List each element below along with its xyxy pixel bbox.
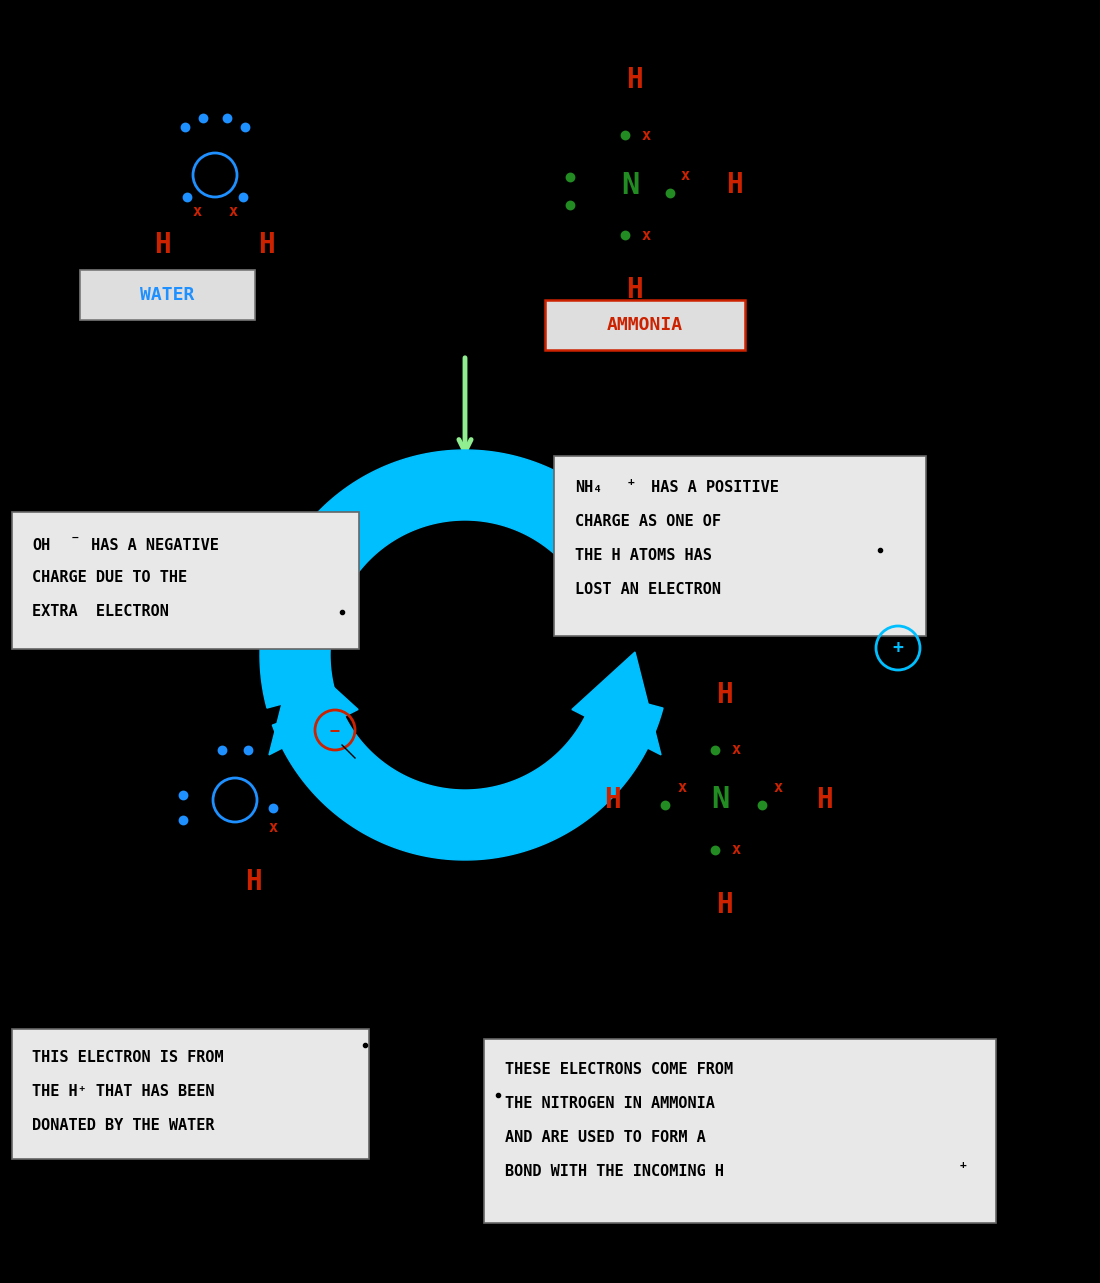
Text: EXTRA  ELECTRON: EXTRA ELECTRON — [32, 603, 169, 618]
Text: H: H — [627, 65, 644, 94]
Text: THIS ELECTRON IS FROM: THIS ELECTRON IS FROM — [32, 1051, 223, 1065]
Text: HAS A POSITIVE: HAS A POSITIVE — [642, 481, 779, 495]
Text: H: H — [627, 276, 644, 304]
Text: H: H — [716, 890, 734, 919]
Text: AMMONIA: AMMONIA — [607, 316, 683, 334]
Text: −: − — [72, 532, 79, 543]
FancyBboxPatch shape — [12, 512, 359, 649]
Polygon shape — [260, 450, 658, 708]
Text: H: H — [155, 231, 172, 259]
Text: HAS A NEGATIVE: HAS A NEGATIVE — [82, 538, 219, 553]
Text: CHARGE AS ONE OF: CHARGE AS ONE OF — [575, 514, 721, 530]
Point — [176, 117, 194, 137]
Text: x: x — [678, 780, 686, 795]
Polygon shape — [270, 652, 359, 754]
Text: AND ARE USED TO FORM A: AND ARE USED TO FORM A — [505, 1130, 706, 1146]
Point — [616, 124, 634, 145]
Text: DONATED BY THE WATER: DONATED BY THE WATER — [32, 1117, 215, 1133]
Text: THESE ELECTRONS COME FROM: THESE ELECTRONS COME FROM — [505, 1062, 733, 1078]
Text: N: N — [620, 171, 639, 199]
FancyBboxPatch shape — [544, 300, 745, 350]
Point — [706, 840, 724, 861]
Text: x: x — [641, 127, 650, 142]
Text: H: H — [604, 786, 620, 813]
Point — [754, 794, 771, 815]
Polygon shape — [572, 652, 661, 754]
Text: CHARGE DUE TO THE: CHARGE DUE TO THE — [32, 571, 187, 585]
Text: x: x — [773, 780, 782, 795]
Point — [178, 187, 196, 208]
Text: x: x — [229, 204, 238, 218]
Point — [218, 108, 235, 128]
Point — [213, 740, 231, 761]
Text: +: + — [960, 1160, 967, 1170]
Text: THE NITROGEN IN AMMONIA: THE NITROGEN IN AMMONIA — [505, 1097, 715, 1111]
Text: LOST AN ELECTRON: LOST AN ELECTRON — [575, 582, 721, 598]
Point — [174, 785, 191, 806]
Text: +: + — [892, 639, 903, 657]
Text: x: x — [268, 821, 277, 835]
Text: x: x — [732, 743, 740, 757]
Text: x: x — [192, 204, 201, 218]
Point — [561, 167, 579, 187]
Text: NH₄: NH₄ — [575, 481, 603, 495]
Text: N: N — [711, 785, 729, 815]
Polygon shape — [273, 690, 663, 860]
Point — [236, 117, 254, 137]
Point — [661, 182, 679, 203]
Point — [264, 798, 282, 819]
Text: +: + — [628, 477, 635, 488]
FancyBboxPatch shape — [484, 1039, 996, 1223]
FancyBboxPatch shape — [80, 269, 255, 319]
Point — [657, 794, 674, 815]
Point — [195, 108, 212, 128]
Text: x: x — [681, 168, 690, 182]
FancyBboxPatch shape — [12, 1029, 369, 1159]
Text: BOND WITH THE INCOMING H: BOND WITH THE INCOMING H — [505, 1165, 724, 1179]
Text: H: H — [727, 171, 744, 199]
Text: x: x — [641, 227, 650, 242]
Point — [706, 740, 724, 761]
Text: −: − — [330, 721, 340, 739]
Point — [239, 740, 256, 761]
Text: H: H — [716, 681, 734, 709]
Text: H: H — [244, 869, 262, 896]
Text: OH: OH — [32, 538, 51, 553]
Text: H: H — [816, 786, 834, 813]
Text: x: x — [732, 843, 740, 857]
Point — [616, 225, 634, 245]
Point — [561, 195, 579, 216]
Text: THE H ATOMS HAS: THE H ATOMS HAS — [575, 549, 712, 563]
Point — [174, 810, 191, 830]
FancyBboxPatch shape — [554, 455, 926, 636]
Text: WATER: WATER — [141, 286, 195, 304]
Text: THE H⁺ THAT HAS BEEN: THE H⁺ THAT HAS BEEN — [32, 1084, 215, 1100]
Point — [234, 187, 252, 208]
Text: H: H — [258, 231, 275, 259]
